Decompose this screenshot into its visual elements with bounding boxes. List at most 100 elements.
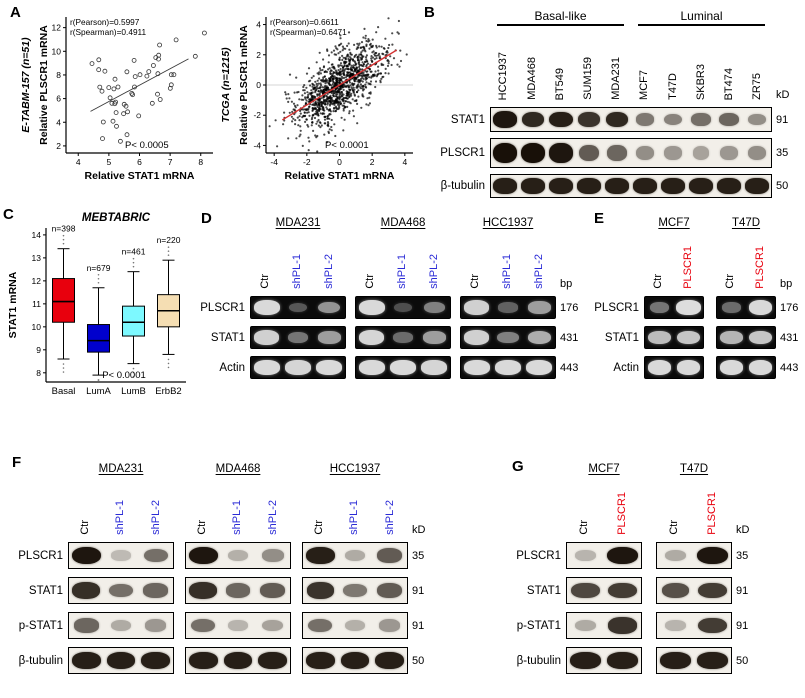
band xyxy=(358,300,385,315)
y-axis-label: STAT1 mRNA xyxy=(7,271,19,338)
band xyxy=(111,550,131,561)
band xyxy=(191,618,216,633)
outlier-dot xyxy=(62,238,65,241)
x-tick-label: 4 xyxy=(402,157,407,167)
band xyxy=(717,178,741,194)
y-tick-label: 2 xyxy=(56,141,61,151)
band xyxy=(661,178,685,194)
band xyxy=(261,549,284,562)
western-strip xyxy=(656,542,732,569)
band xyxy=(578,144,600,162)
western-strip xyxy=(302,577,408,604)
band xyxy=(288,302,308,313)
x-tick-label: 6 xyxy=(137,157,142,167)
trend-line xyxy=(90,58,189,112)
outlier-dot xyxy=(167,254,170,256)
band xyxy=(722,302,741,313)
band xyxy=(72,582,101,599)
band xyxy=(227,549,249,561)
group-title-label: MCF7 xyxy=(588,463,620,475)
band xyxy=(527,331,552,344)
band xyxy=(660,651,691,670)
band xyxy=(393,302,413,313)
band xyxy=(574,550,597,561)
band xyxy=(748,300,773,315)
protein-label: Actin xyxy=(219,361,245,374)
band xyxy=(748,360,773,375)
band xyxy=(463,330,490,345)
band xyxy=(262,619,284,632)
band xyxy=(143,548,168,563)
gel-strip xyxy=(460,326,556,349)
blot-header-row: MDA231 MDA468 HCC1937 xyxy=(198,214,582,229)
size-label: 35 xyxy=(412,549,425,562)
band xyxy=(526,360,553,375)
scatter-points xyxy=(89,30,207,144)
lane-label: PLSCR1 xyxy=(616,492,629,535)
gel-strip xyxy=(250,296,346,319)
group-title-label: MDA231 xyxy=(98,463,144,475)
size-label: 50 xyxy=(776,180,789,192)
pearson-annotation: r(Pearson)=0.5997 xyxy=(70,17,140,27)
band xyxy=(498,302,518,313)
size-label: 176 xyxy=(560,301,579,314)
n-label: n=461 xyxy=(122,247,146,257)
band xyxy=(343,583,367,598)
band xyxy=(422,331,446,344)
protein-label: PLSCR1 xyxy=(440,147,485,159)
gel-strip xyxy=(644,326,704,349)
gel-strip xyxy=(644,356,704,379)
protein-label: β-tubulin xyxy=(18,654,63,667)
lane-label: shPL-1 xyxy=(291,254,304,289)
lane-label: shPL-2 xyxy=(428,254,441,289)
band xyxy=(188,546,218,565)
western-strip xyxy=(185,577,291,604)
band xyxy=(317,331,341,344)
gel-strip xyxy=(355,326,451,349)
band xyxy=(306,582,335,599)
lane-label: Ctr xyxy=(364,274,377,289)
size-label: 443 xyxy=(560,361,579,374)
group-title-label: MDA468 xyxy=(215,463,261,475)
blot-row: PLSCR1 176 xyxy=(198,296,582,319)
western-strip xyxy=(490,138,772,168)
outlier-dot xyxy=(167,246,170,248)
band xyxy=(109,583,133,598)
protein-label: p-STAT1 xyxy=(18,619,63,632)
lane-label: Ctr xyxy=(195,520,208,535)
gel-strip xyxy=(460,356,556,379)
group-title-label: T47D xyxy=(679,463,709,475)
lane-label: Ctr xyxy=(724,274,737,289)
band xyxy=(676,360,701,375)
n-label: n=398 xyxy=(52,224,76,234)
unit-label: bp xyxy=(780,278,793,290)
western-strip xyxy=(302,612,408,639)
band xyxy=(605,178,629,194)
band xyxy=(306,651,335,670)
band xyxy=(228,620,248,631)
lane-label: Ctr xyxy=(578,520,591,535)
band xyxy=(377,583,403,598)
band xyxy=(677,330,700,345)
y-tick-label: -2 xyxy=(253,110,261,120)
p-value: P< 0.0001 xyxy=(325,140,369,151)
y-tick-label: 4 xyxy=(256,20,261,30)
y-tick-label: 8 xyxy=(36,368,41,378)
n-label: n=220 xyxy=(157,235,181,245)
western-strip xyxy=(490,107,772,132)
band xyxy=(141,651,170,670)
size-label: 91 xyxy=(736,584,749,597)
band xyxy=(375,651,404,670)
gel-strip xyxy=(460,296,556,319)
gel-strip xyxy=(644,296,704,319)
band xyxy=(358,330,385,345)
x-tick-label: Basal xyxy=(52,386,76,397)
x-tick-label: 5 xyxy=(107,157,112,167)
y-tick-label: 6 xyxy=(56,94,61,104)
gel-strip xyxy=(250,326,346,349)
panel-f-blots: MDA231 MDA468 HCC1937 Ctr shPL-1 shPL-2 Ctr shP… xyxy=(10,460,434,674)
outlier-dot xyxy=(132,375,135,378)
lane-label: shPL-1 xyxy=(114,500,127,535)
protein-label: PLSCR1 xyxy=(594,301,639,314)
lane-label: HCC1937 xyxy=(497,51,510,100)
